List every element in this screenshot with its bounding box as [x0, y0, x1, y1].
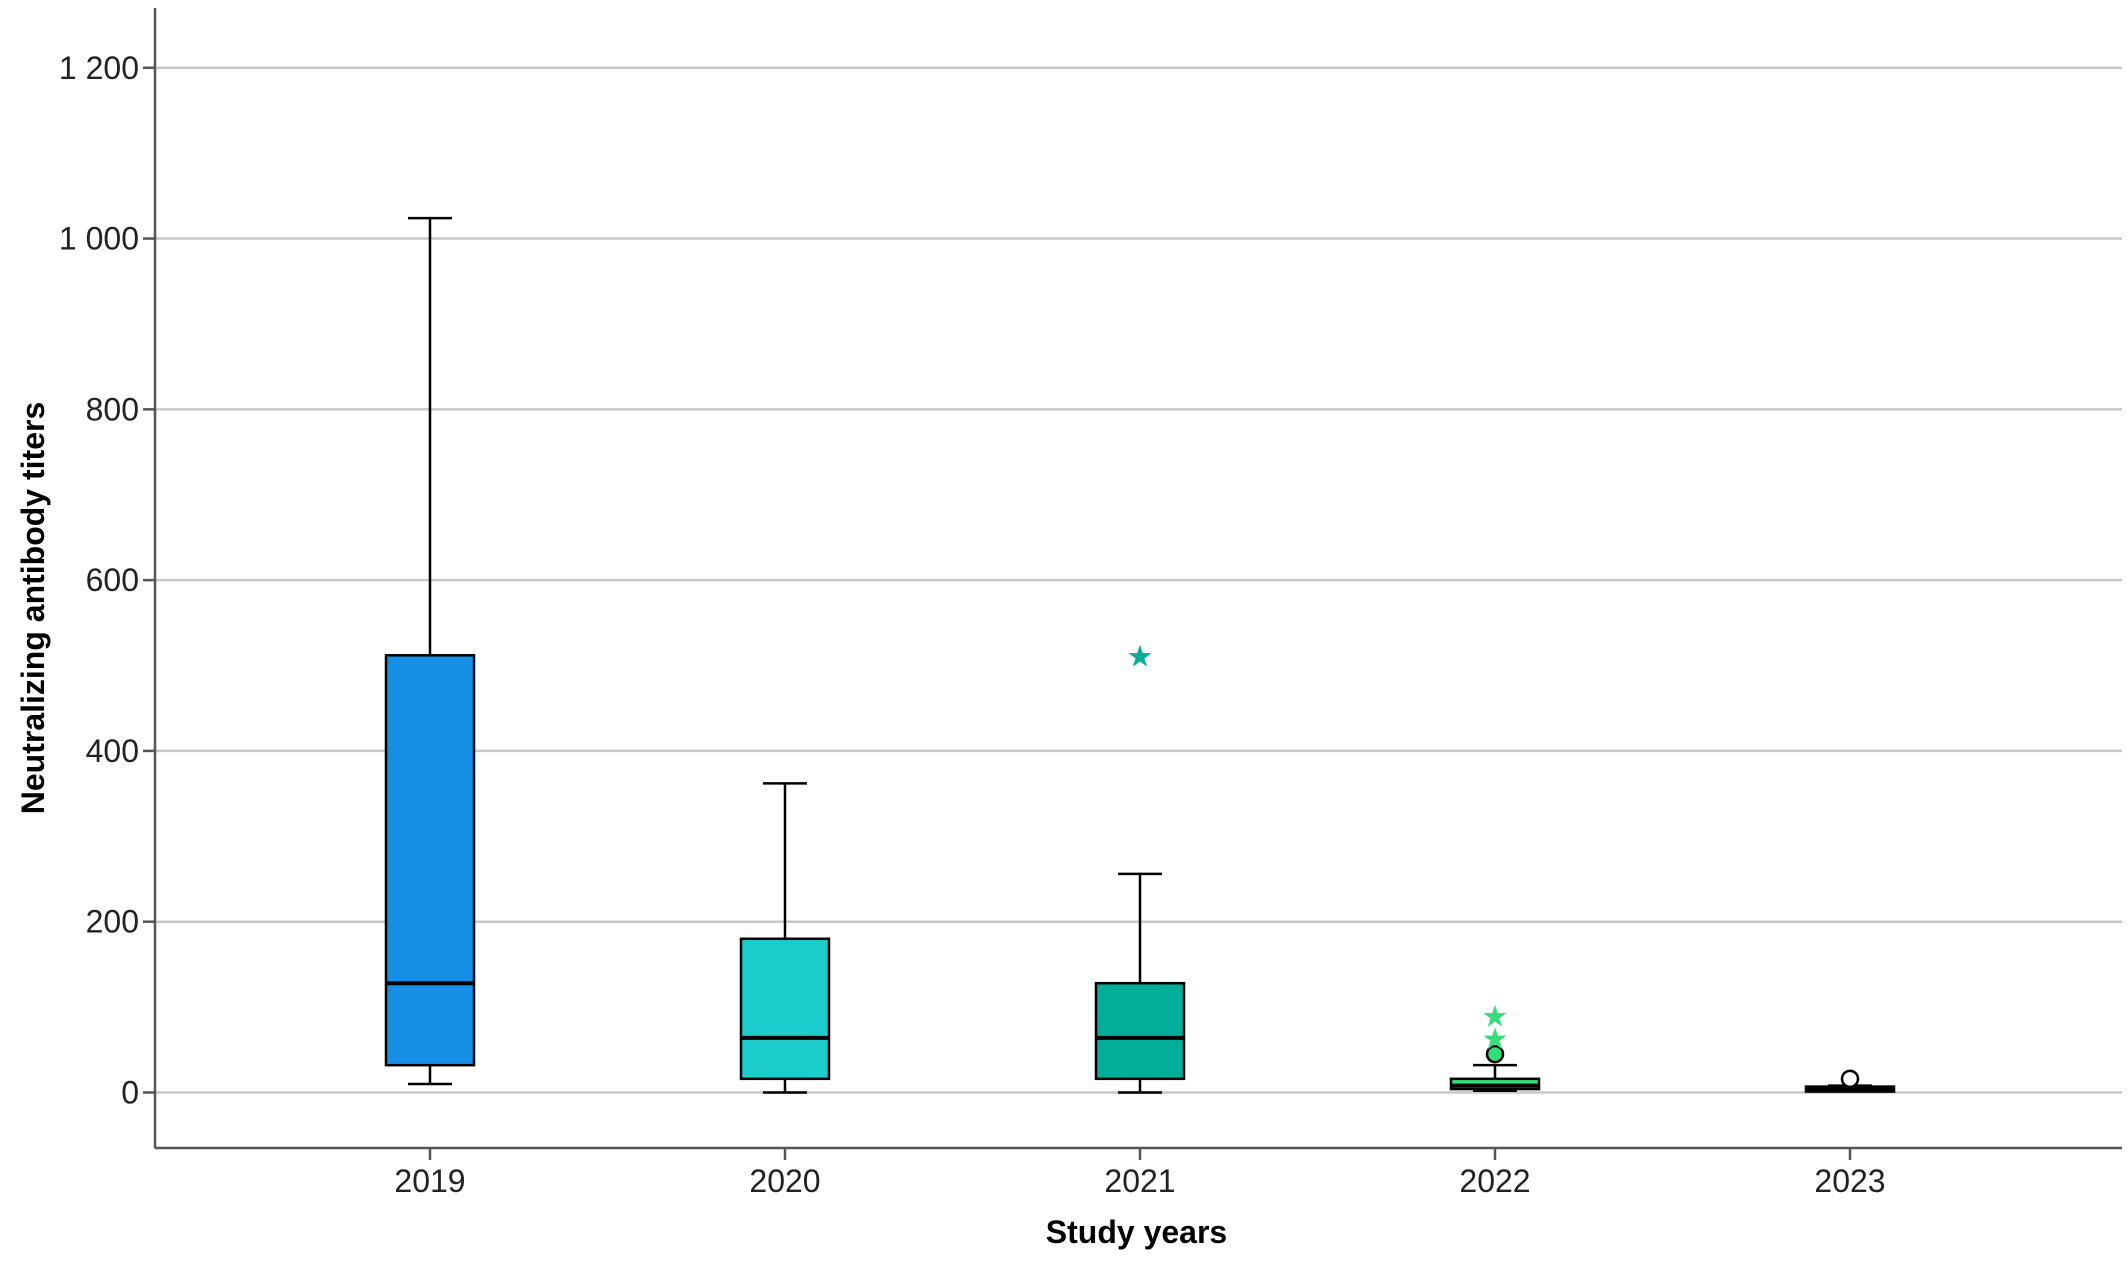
box-2020 [739, 782, 831, 1094]
y-tick-label: 200 [86, 904, 139, 940]
y-tick-label: 0 [121, 1074, 139, 1110]
y-tick-label: 1 000 [59, 221, 139, 257]
box-2019 [384, 216, 476, 1086]
y-tick-label: 400 [86, 733, 139, 769]
y-tick-label: 1 200 [59, 50, 139, 86]
box-2023 [1804, 1069, 1896, 1093]
grid-layer [155, 66, 2122, 1094]
axes-layer [153, 8, 2122, 1150]
extreme-point: ★ [1482, 1001, 1509, 1034]
x-axis-title: Study years [1046, 1214, 1227, 1250]
y-tick-labels: 0 200 400 600 800 1 000 1 200 [59, 50, 155, 1110]
boxes-layer: ★★★ [384, 216, 1896, 1094]
y-tick-label: 800 [86, 391, 139, 427]
box-iqr [1094, 981, 1186, 1081]
box-iqr [384, 654, 476, 1067]
box-2022: ★★ [1449, 1001, 1541, 1093]
x-tick-label: 2023 [1814, 1163, 1885, 1199]
extreme-point: ★ [1127, 640, 1154, 673]
box-iqr [739, 937, 831, 1081]
x-tick-label: 2022 [1459, 1163, 1530, 1199]
x-tick-label: 2020 [749, 1163, 820, 1199]
x-tick-label: 2021 [1104, 1163, 1175, 1199]
y-axis-title: Neutralizing antibody titers [15, 402, 51, 814]
box-2021: ★ [1094, 640, 1186, 1094]
outlier-point [1840, 1069, 1860, 1089]
x-tick-label: 2019 [394, 1163, 465, 1199]
extreme-point: ★ [1482, 1023, 1509, 1056]
y-tick-label: 600 [86, 562, 139, 598]
outlier-point [1485, 1044, 1505, 1064]
x-tick-labels: 2019 2020 2021 2022 2023 [394, 1148, 1886, 1199]
